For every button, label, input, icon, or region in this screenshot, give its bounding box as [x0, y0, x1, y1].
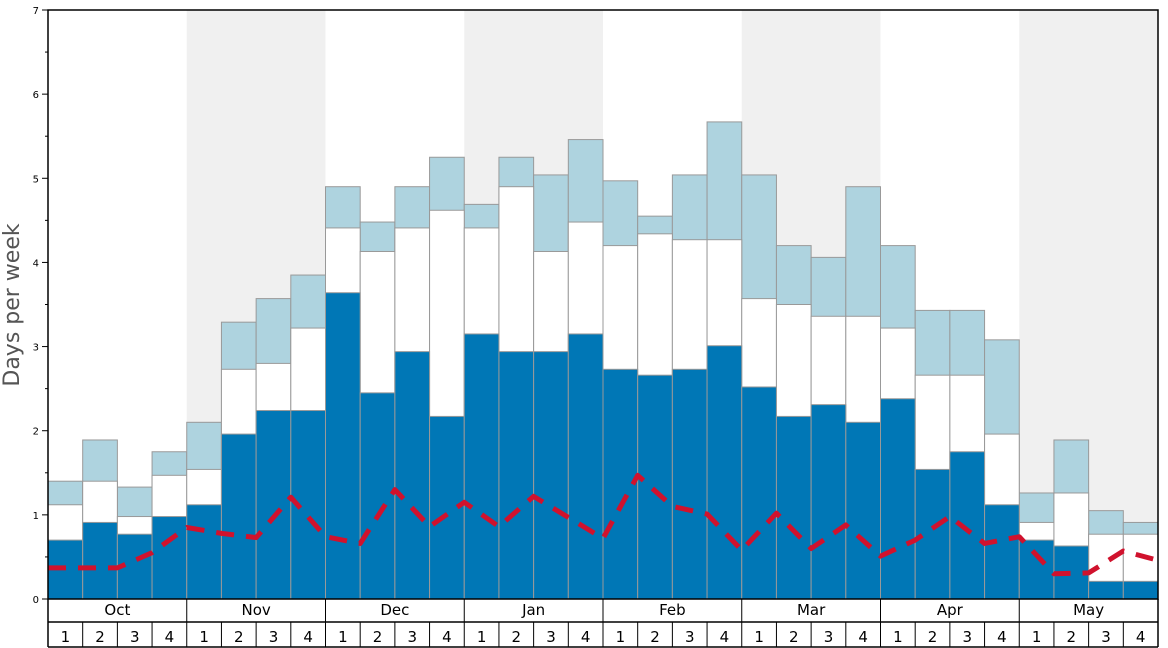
week-label: 4 [997, 628, 1007, 646]
week-label: 1 [477, 628, 487, 646]
week-label: 2 [928, 628, 938, 646]
week-label: 1 [338, 628, 348, 646]
bar-bottom-24 [845, 421, 881, 600]
week-label: 3 [1101, 628, 1111, 646]
bar-bottom-16 [567, 333, 604, 600]
y-tick-label: 4 [33, 258, 39, 269]
week-label: 2 [95, 628, 105, 646]
week-label: 3 [130, 628, 140, 646]
week-label: 1 [61, 628, 71, 646]
week-label: 4 [581, 628, 591, 646]
week-label: 2 [234, 628, 244, 646]
y-tick-label: 5 [33, 174, 39, 185]
week-label: 3 [962, 628, 972, 646]
bar-bottom-13 [463, 333, 500, 600]
y-tick-label: 1 [33, 511, 39, 522]
week-label: 4 [858, 628, 868, 646]
bar-bottom-6 [220, 433, 257, 600]
bar-bottom-23 [810, 404, 847, 600]
week-label: 2 [789, 628, 799, 646]
x-labels: Oct 1 2 3 4 Nov 1 2 3 4 Dec 1 2 3 4 Jan 1 2 3 4 Feb 1 2 3 4 Mar 1 2… [61, 601, 1146, 646]
trend-line [48, 472, 1159, 577]
bar-bottom-7 [255, 410, 292, 600]
bar-bottom-14 [498, 351, 535, 600]
month-label-nov: Nov [241, 601, 270, 619]
bar-bottom-10 [359, 392, 396, 600]
bar-bottom-17 [602, 368, 639, 600]
y-tick-label: 2 [33, 427, 39, 438]
y-tick-label: 3 [33, 343, 39, 354]
week-label: 4 [165, 628, 175, 646]
week-label: 3 [269, 628, 279, 646]
bar-bottom-27 [949, 451, 986, 600]
bar-bottom-11 [394, 351, 431, 600]
bar-bottom-20 [706, 345, 743, 600]
week-label: 2 [373, 628, 383, 646]
week-label: 2 [1067, 628, 1077, 646]
week-label: 2 [650, 628, 660, 646]
y-tick-label: 7 [33, 6, 39, 17]
week-label: 4 [303, 628, 313, 646]
bar-bottom-4 [151, 516, 188, 600]
month-label-may: May [1073, 601, 1104, 619]
week-label: 2 [512, 628, 522, 646]
y-ticks: 0 1 2 3 4 5 6 7 [33, 6, 39, 606]
bar-bottom-29 [1018, 539, 1055, 600]
axes [42, 9, 1159, 648]
week-label: 1 [893, 628, 903, 646]
week-label: 3 [824, 628, 834, 646]
bar-bottom-28 [984, 504, 1020, 600]
month-label-oct: Oct [104, 601, 130, 619]
trend-line-layer [48, 472, 1159, 577]
week-label: 4 [442, 628, 452, 646]
y-tick-label: 0 [33, 595, 39, 606]
week-label: 3 [407, 628, 417, 646]
bar-bottom-31 [1088, 580, 1124, 600]
month-label-jan: Jan [521, 601, 545, 619]
month-label-apr: Apr [937, 601, 964, 619]
week-label: 1 [616, 628, 626, 646]
week-label: 3 [546, 628, 556, 646]
bar-bottom-19 [671, 368, 708, 600]
y-axis-label: Days per week [0, 223, 25, 386]
week-label: 1 [754, 628, 764, 646]
bar-bottom-21 [741, 386, 777, 600]
bars [47, 121, 1159, 600]
bar-bottom-25 [880, 398, 916, 600]
month-label-mar: Mar [797, 601, 826, 619]
week-label: 3 [685, 628, 695, 646]
bar-bottom-5 [186, 504, 222, 600]
week-label: 1 [1032, 628, 1042, 646]
bar-bottom-9 [325, 292, 361, 600]
month-label-feb: Feb [659, 601, 686, 619]
bar-bottom-18 [637, 374, 673, 600]
bar-bottom-15 [533, 351, 569, 600]
week-label: 4 [1136, 628, 1146, 646]
week-label: 4 [720, 628, 730, 646]
week-label: 1 [199, 628, 209, 646]
bar-bottom-32 [1122, 580, 1159, 600]
bar-bottom-22 [775, 415, 812, 600]
bar-bottom-2 [82, 521, 118, 600]
month-label-dec: Dec [380, 601, 409, 619]
y-tick-label: 6 [33, 90, 39, 101]
